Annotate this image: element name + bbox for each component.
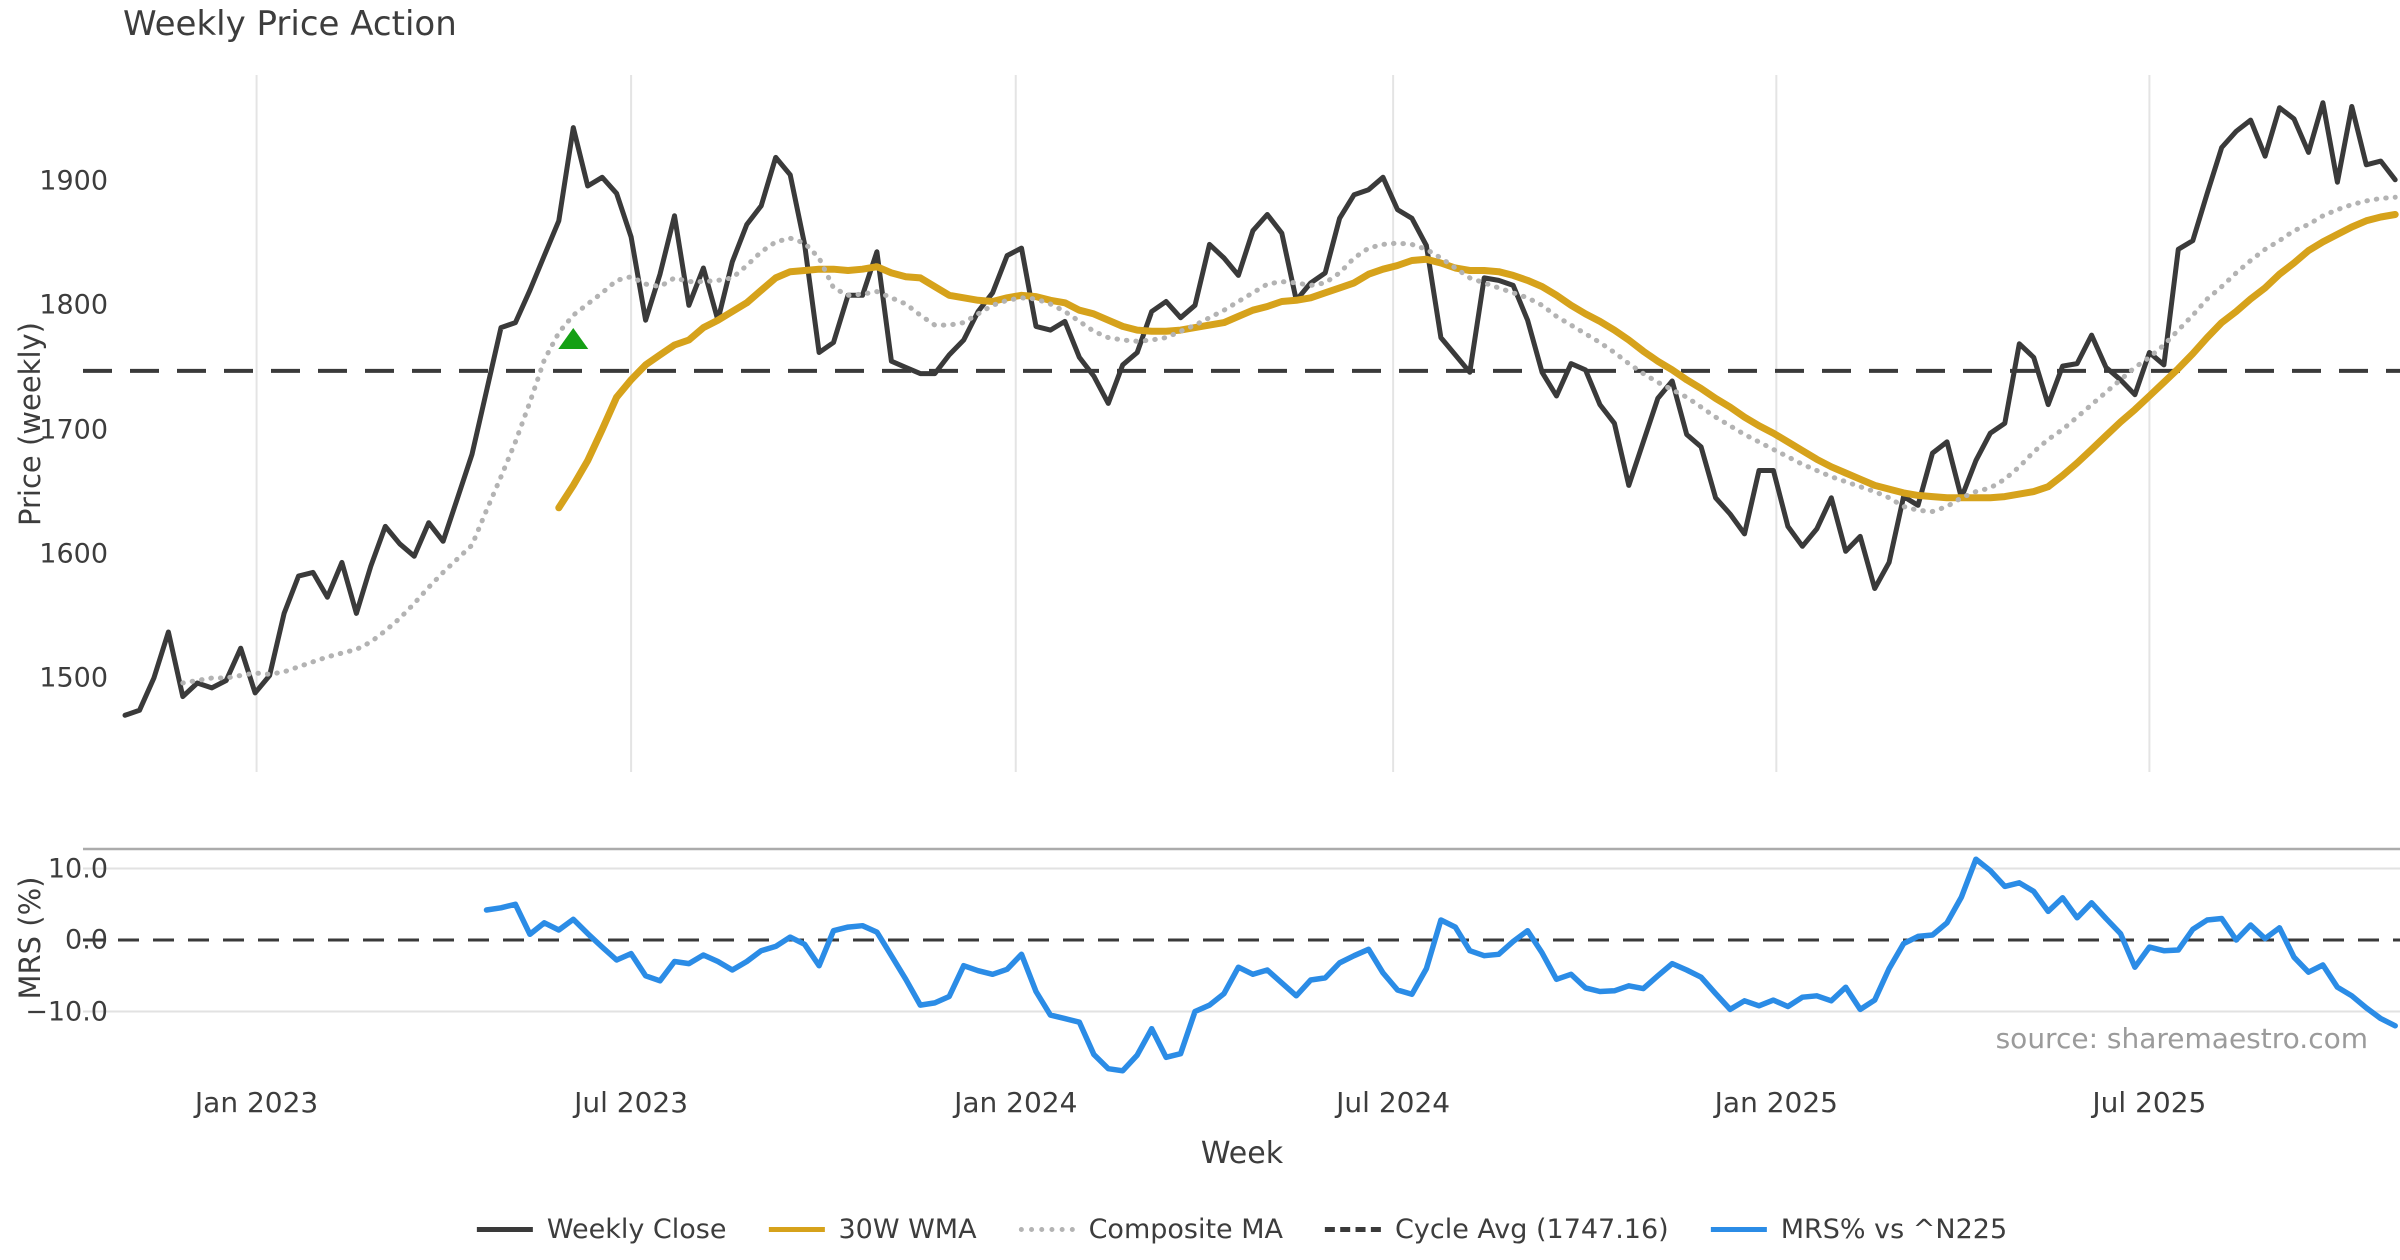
mrs-line: [483, 856, 2398, 1074]
price-y-tick-label: 1500: [39, 662, 108, 694]
mrs-y-tick-label: −10.0: [25, 996, 108, 1027]
legend-swatch-solid-icon: [476, 1227, 533, 1232]
mrs-y-tick-label: 0.0: [65, 924, 108, 956]
price-y-tick-label: 1800: [39, 289, 108, 321]
x-tick-label: Jan 2025: [1714, 1086, 1838, 1119]
x-tick-label: Jan 2024: [954, 1086, 1078, 1119]
x-tick-label: Jan 2023: [194, 1086, 319, 1119]
legend-label: MRS% vs ^N225: [1780, 1214, 2008, 1245]
legend-item: Cycle Avg (1747.16): [1325, 1214, 1669, 1245]
legend-label: Composite MA: [1088, 1214, 1284, 1245]
legend-swatch-dotted-icon: [1018, 1227, 1075, 1232]
legend-swatch-solid-icon: [1710, 1227, 1767, 1232]
legend: Weekly Close 30W WMA Composite MA Cycle Avg…: [476, 1214, 2008, 1245]
legend-swatch-dashed-icon: [1325, 1227, 1382, 1232]
price-y-tick-label: 1900: [39, 165, 108, 197]
composite-ma-line: [180, 194, 2398, 686]
x-tick-label: Jul 2024: [1336, 1086, 1451, 1119]
x-tick-label: Jul 2023: [574, 1086, 689, 1119]
legend-item: Composite MA: [1018, 1214, 1284, 1245]
legend-label: Weekly Close: [546, 1214, 727, 1245]
price-y-tick-label: 1600: [39, 538, 108, 570]
legend-item: Weekly Close: [476, 1214, 727, 1245]
weekly-close-line: [122, 100, 2398, 718]
legend-swatch-solid-icon: [768, 1227, 825, 1232]
buy-signal-triangle-icon: [558, 328, 589, 350]
source-note: source: sharemaestro.com: [1995, 1022, 2368, 1055]
chart-title: Weekly Price Action: [123, 4, 457, 44]
wma-line: [555, 211, 2399, 512]
legend-item: 30W WMA: [768, 1214, 977, 1245]
x-axis-label: Week: [1200, 1136, 1284, 1171]
legend-label: 30W WMA: [838, 1214, 977, 1245]
legend-item: MRS% vs ^N225: [1710, 1214, 2008, 1245]
mrs-y-tick-label: 10.0: [47, 853, 108, 884]
price-y-tick-label: 1700: [39, 414, 108, 445]
legend-label: Cycle Avg (1747.16): [1395, 1214, 1669, 1245]
x-tick-label: Jul 2025: [2092, 1086, 2207, 1119]
